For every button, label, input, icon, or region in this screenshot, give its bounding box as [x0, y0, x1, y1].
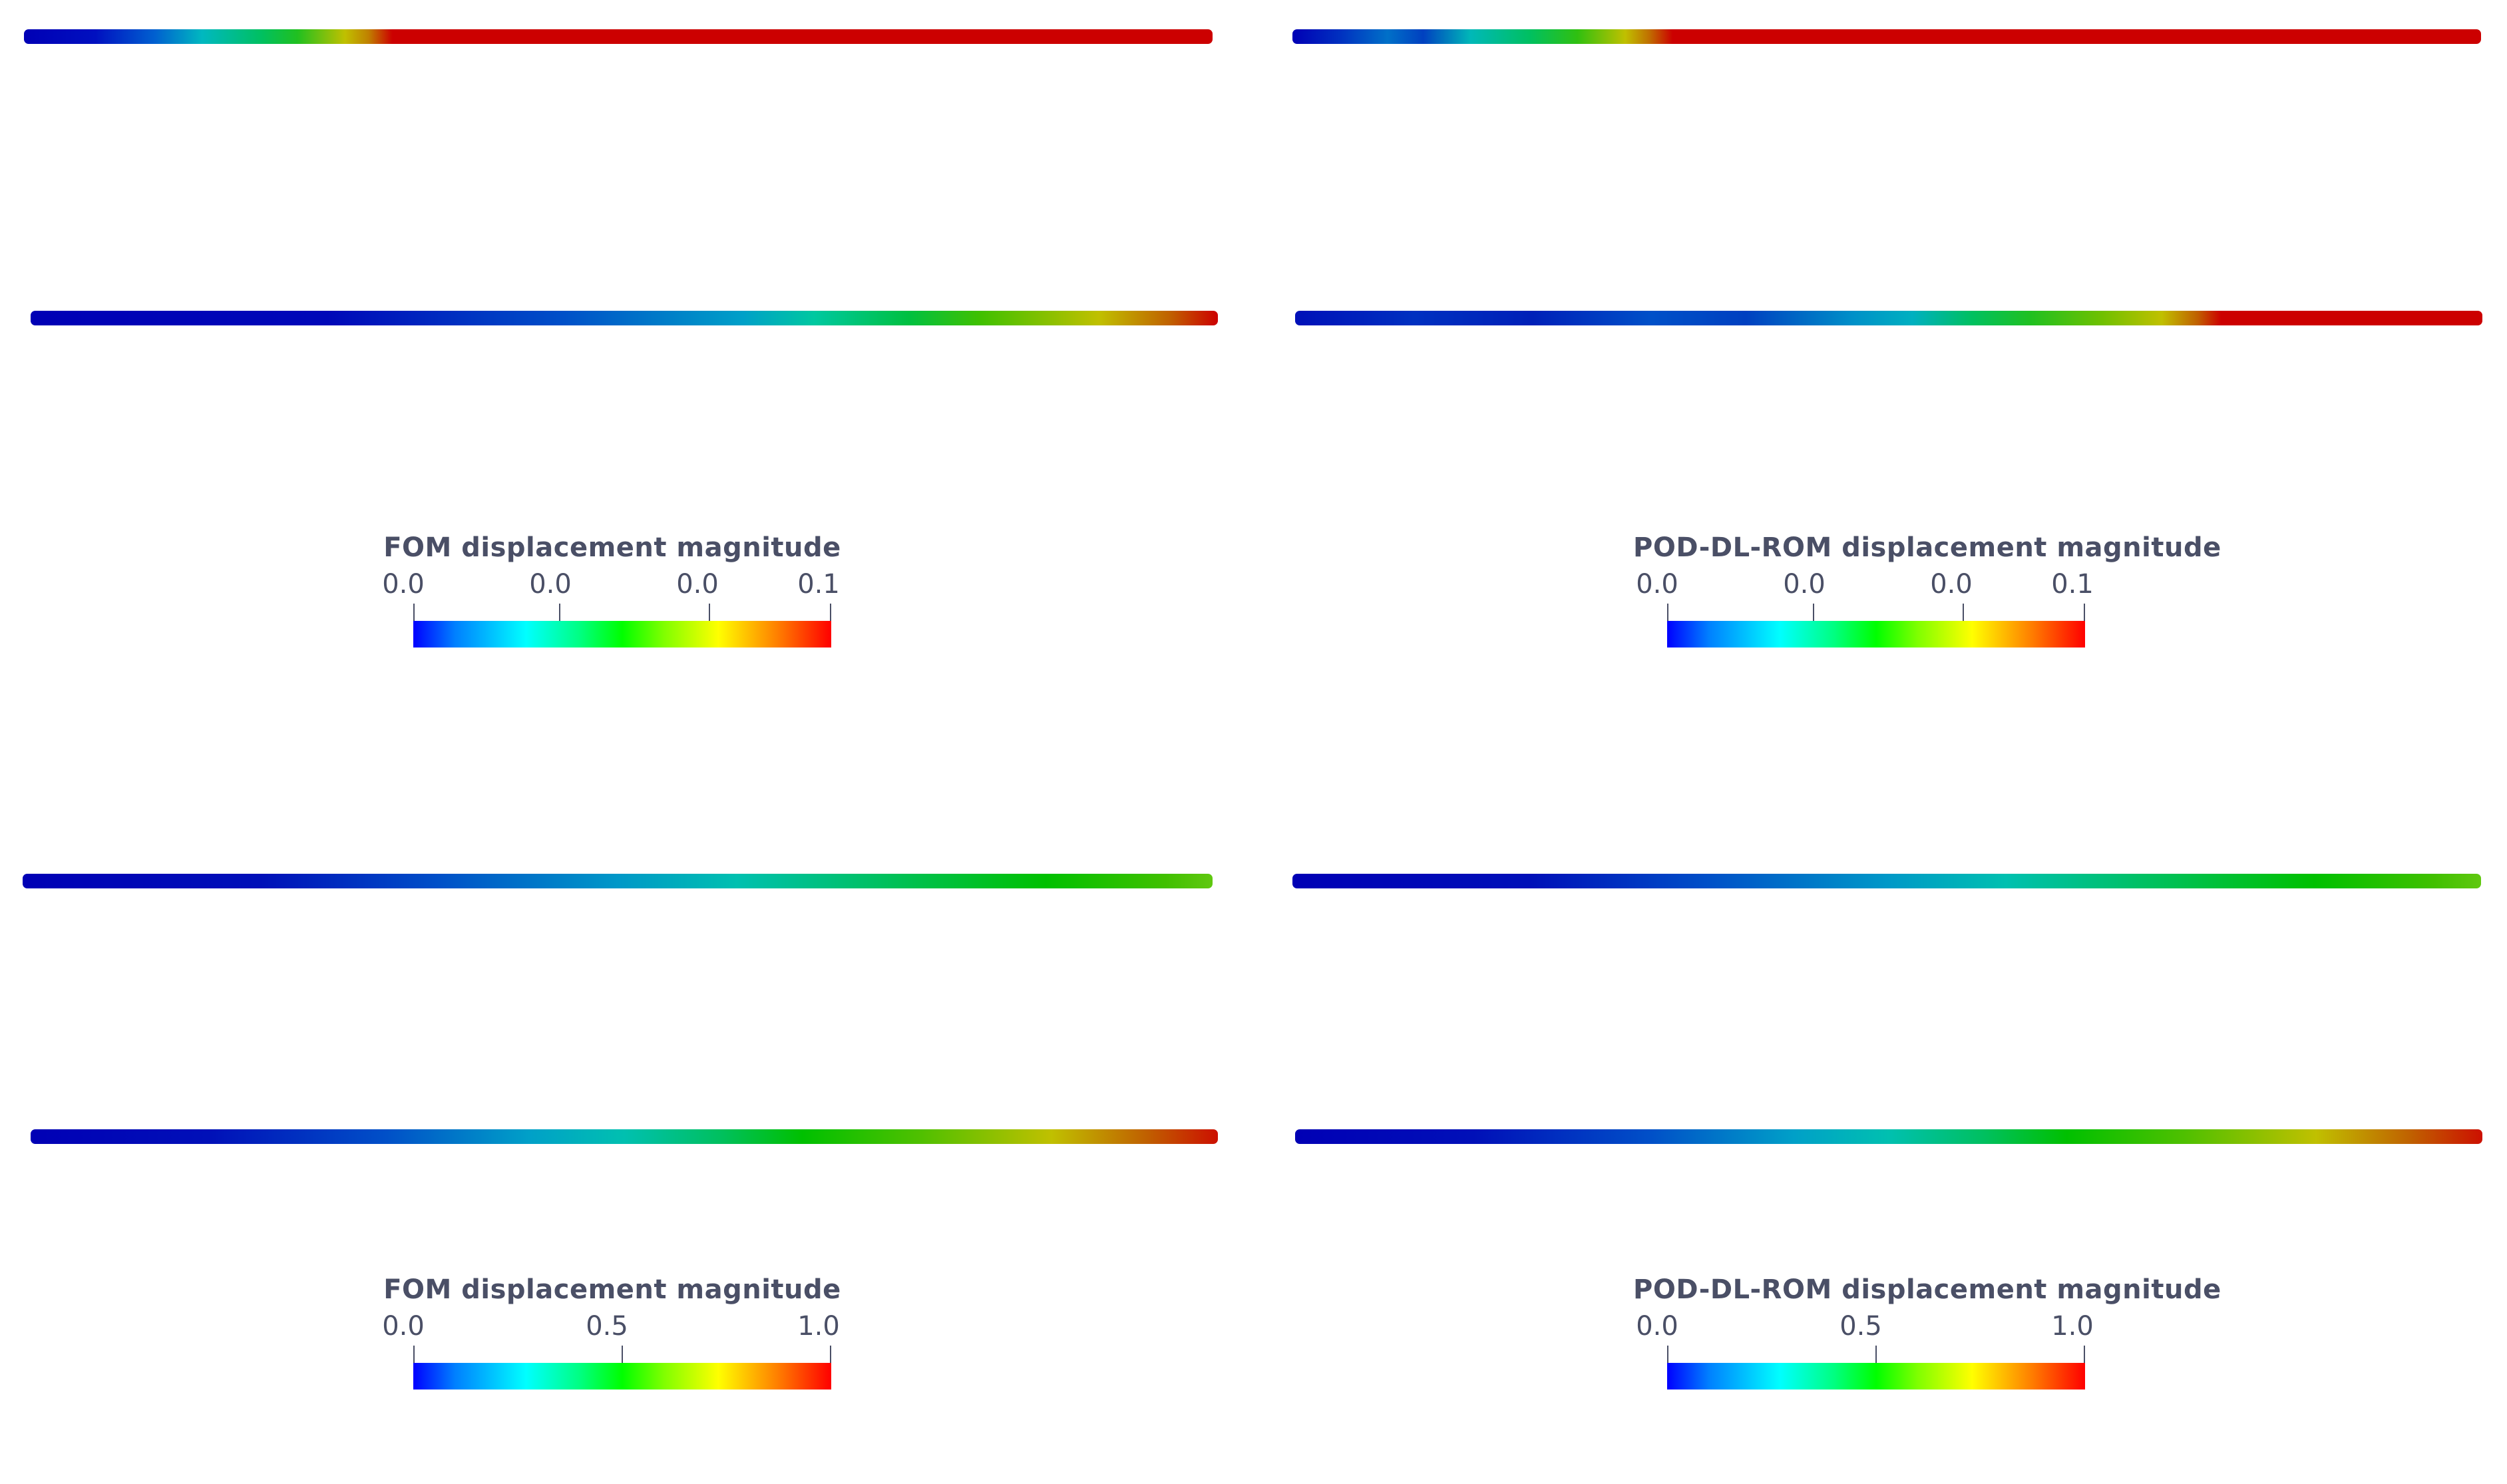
colorbar-tick-label: 0.0 — [1636, 569, 1678, 600]
colorbar: POD-DL-ROM displacement magnitude 0.0 0.… — [1633, 532, 2221, 665]
colorbar-tick — [830, 604, 831, 622]
colorbar-ticks: 0.0 0.0 0.0 0.1 — [1633, 569, 2099, 622]
colorbar-tick — [1875, 1346, 1877, 1364]
colorbar-ticks: 0.0 0.5 1.0 — [379, 1311, 845, 1364]
fom-viewport-top[interactable]: FOM displacement magnitude 0.0 0.0 0.0 0… — [0, 0, 1253, 742]
colorbar-tick — [709, 604, 710, 622]
colorbar-tick — [559, 604, 560, 622]
colorbar-tick — [2084, 1346, 2085, 1364]
colorbar: FOM displacement magnitude 0.0 0.0 0.0 0… — [379, 532, 845, 665]
colorbar-tick-label: 0.0 — [382, 1311, 425, 1342]
colorbar-tick — [413, 1346, 415, 1364]
colorbar-tick-label: 0.0 — [1783, 569, 1826, 600]
colorbar-tick — [1667, 1346, 1668, 1364]
colorbar-title: POD-DL-ROM displacement magnitude — [1633, 532, 2221, 563]
colorbar-tick-label: 1.0 — [797, 1311, 840, 1342]
colorbar-tick — [1963, 604, 1964, 622]
beam-deformed-lower — [31, 1129, 1218, 1144]
colorbar-tick-label: 0.0 — [1636, 1311, 1678, 1342]
colorbar-title: POD-DL-ROM displacement magnitude — [1633, 1274, 2221, 1305]
colorbar-ticks: 0.0 0.5 1.0 — [1633, 1311, 2099, 1364]
colorbar-tick — [830, 1346, 831, 1364]
fom-viewport-bottom[interactable]: FOM displacement magnitude 0.0 0.5 1.0 — [0, 742, 1253, 1484]
beam-deformed-lower — [1295, 1129, 2482, 1144]
colorbar-tick-label: 0.5 — [586, 1311, 628, 1342]
colorbar-tick-label: 0.0 — [382, 569, 425, 600]
colorbar-tick-label: 0.1 — [797, 569, 840, 600]
colorbar-tick — [1667, 604, 1668, 622]
colorbar-gradient — [413, 621, 831, 648]
colorbar-gradient — [413, 1363, 831, 1390]
colorbar-tick — [622, 1346, 623, 1364]
colorbar-title: FOM displacement magnitude — [383, 1274, 841, 1305]
colorbar-tick-label: 1.0 — [2051, 1311, 2094, 1342]
beam-deformed-upper — [23, 874, 1213, 888]
beam-deformed-upper — [1292, 29, 2481, 44]
beam-deformed-lower — [1295, 311, 2482, 325]
colorbar-title: FOM displacement magnitude — [383, 532, 841, 563]
colorbar-gradient — [1667, 621, 2085, 648]
beam-deformed-lower — [31, 311, 1218, 325]
colorbar-gradient — [1667, 1363, 2085, 1390]
colorbar-tick-label: 0.1 — [2051, 569, 2094, 600]
colorbar: POD-DL-ROM displacement magnitude 0.0 0.… — [1633, 1274, 2221, 1407]
beam-deformed-upper — [24, 29, 1213, 44]
beam-deformed-upper — [1292, 874, 2481, 888]
colorbar-tick — [1813, 604, 1814, 622]
rom-viewport-bottom[interactable]: POD-DL-ROM displacement magnitude 0.0 0.… — [1254, 742, 2507, 1484]
colorbar: FOM displacement magnitude 0.0 0.5 1.0 — [379, 1274, 845, 1407]
colorbar-tick-label: 0.0 — [529, 569, 572, 600]
colorbar-tick-label: 0.0 — [676, 569, 719, 600]
colorbar-tick — [413, 604, 415, 622]
colorbar-tick-label: 0.0 — [1930, 569, 1973, 600]
rom-viewport-top[interactable]: POD-DL-ROM displacement magnitude 0.0 0.… — [1254, 0, 2507, 742]
colorbar-ticks: 0.0 0.0 0.0 0.1 — [379, 569, 845, 622]
colorbar-tick — [2084, 604, 2085, 622]
colorbar-tick-label: 0.5 — [1839, 1311, 1882, 1342]
